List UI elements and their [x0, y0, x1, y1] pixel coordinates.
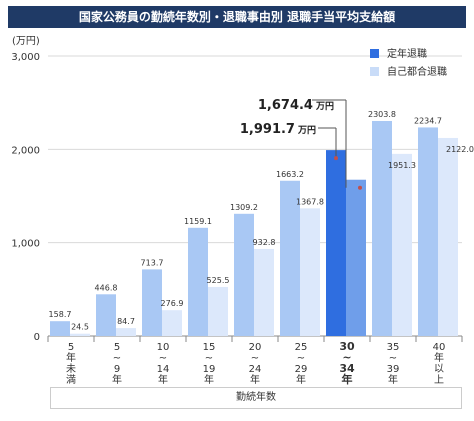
data-label: 1367.8 — [296, 197, 324, 206]
data-label: 932.8 — [253, 238, 276, 247]
x-tick-label: 年 — [342, 372, 353, 386]
data-label: 1159.1 — [184, 217, 212, 226]
legend-swatch-retirement — [370, 49, 379, 58]
data-label: 2234.7 — [414, 116, 442, 125]
x-tick-label: 年 — [250, 373, 260, 386]
y-tick-label: 2,000 — [11, 145, 40, 156]
x-tick-label: 29 — [295, 364, 308, 375]
bar-voluntary — [70, 333, 90, 336]
bar-retirement — [372, 120, 392, 336]
bar-retirement — [418, 127, 438, 336]
x-tick-label: 年 — [388, 373, 398, 386]
data-label: 2303.8 — [368, 110, 396, 119]
legend-label-voluntary: 自己都合退職 — [387, 65, 447, 78]
x-tick-label: 5 — [68, 342, 74, 353]
x-tick-label: 10 — [157, 342, 170, 353]
x-tick-label: 20 — [249, 342, 262, 353]
x-tick-label: ~ — [113, 353, 121, 364]
x-tick-label: ~ — [205, 353, 213, 364]
y-tick-label: 0 — [34, 332, 40, 343]
data-label: 84.7 — [117, 317, 135, 326]
x-tick-label: 5 — [114, 342, 120, 353]
bar-retirement — [280, 180, 300, 336]
y-tick-label: 1,000 — [11, 239, 40, 250]
bar-voluntary — [438, 137, 458, 336]
x-tick-label: 年 — [158, 373, 168, 386]
callouts: 1,674.4 万円 1,991.7 万円 — [240, 98, 362, 190]
x-tick-label: ~ — [251, 353, 259, 364]
legend-label-retirement: 定年退職 — [387, 47, 427, 60]
x-tick-label: 以 — [434, 364, 444, 375]
x-tick-label: 年 — [204, 373, 214, 386]
data-label: 2122.0 — [446, 145, 474, 154]
bar-retirement — [142, 269, 162, 336]
bar-retirement — [96, 294, 116, 336]
x-tick-label: 25 — [295, 342, 308, 353]
bar-retirement — [188, 227, 208, 336]
legend: 定年退職 自己都合退職 — [370, 47, 447, 78]
x-tick-label: 年 — [66, 351, 76, 364]
legend-swatch-voluntary — [370, 67, 379, 76]
data-labels: 158.7 24.5 446.8 84.7 713.7 276.9 1159.1 525.5 1… — [49, 110, 474, 332]
bar-voluntary — [346, 179, 366, 336]
bar-voluntary — [392, 153, 412, 336]
x-tick-label: 40 — [433, 342, 446, 353]
x-tick-label: 上 — [434, 374, 444, 386]
x-tick-label: ~ — [342, 351, 351, 364]
x-tick-label: 30 — [339, 340, 355, 353]
x-tick-label: 年 — [296, 373, 306, 386]
y-tick-label: 3,000 — [11, 52, 40, 63]
bar-retirement — [326, 150, 346, 336]
x-axis-title: 勤続年数 — [50, 387, 462, 409]
bar-voluntary — [254, 248, 274, 336]
bar-voluntary — [162, 310, 182, 336]
bar-voluntary — [300, 208, 320, 336]
chart-title: 国家公務員の勤続年数別・退職事由別 退職手当平均支給額 — [8, 6, 466, 28]
data-label: 713.7 — [141, 258, 164, 267]
data-label: 525.5 — [207, 276, 230, 285]
bar-retirement — [234, 213, 254, 336]
x-tick-label: ~ — [389, 353, 397, 364]
x-tick-label: 未 — [66, 363, 76, 375]
x-tick-label: 年 — [112, 373, 122, 386]
data-label: 276.9 — [161, 299, 184, 308]
x-tick-label: 年 — [434, 351, 444, 364]
y-axis-label: (万円) — [12, 36, 40, 47]
callout-dot — [334, 156, 338, 161]
x-tick-label: 14 — [157, 364, 170, 375]
bar-retirement — [50, 321, 70, 336]
callout-label: 1,991.7 万円 — [240, 122, 316, 137]
x-tick-label: 35 — [387, 342, 400, 353]
x-tick-label: 34 — [339, 362, 355, 375]
x-tick-label: ~ — [159, 353, 167, 364]
data-label: 446.8 — [95, 283, 118, 292]
x-tick-label: 15 — [203, 342, 216, 353]
x-tick-label: 19 — [203, 364, 216, 375]
x-tick-label: 9 — [114, 364, 120, 375]
callout-label: 1,674.4 万円 — [258, 98, 334, 113]
data-label: 1951.3 — [388, 161, 416, 170]
x-tick-label: 24 — [249, 364, 262, 375]
data-label: 1309.2 — [230, 203, 258, 212]
data-label: 24.5 — [71, 323, 89, 332]
axes: (万円) 01,0002,0003,0005年未満5~9年10~14年15~19… — [11, 36, 463, 386]
data-label: 158.7 — [49, 310, 72, 319]
x-tick-label: 39 — [387, 364, 400, 375]
callout-dot — [358, 185, 362, 190]
x-tick-label: ~ — [297, 353, 305, 364]
data-label: 1663.2 — [276, 170, 304, 179]
bar-voluntary — [208, 286, 228, 336]
bar-voluntary — [116, 328, 136, 336]
x-tick-label: 満 — [66, 374, 76, 386]
bars — [50, 120, 458, 336]
